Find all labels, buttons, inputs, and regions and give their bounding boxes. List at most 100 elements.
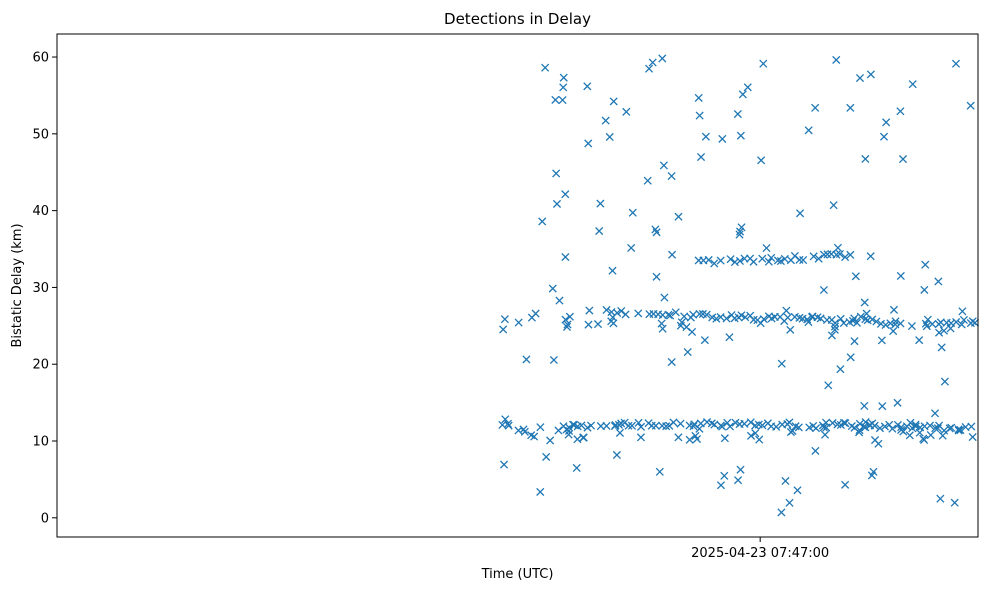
detection-point xyxy=(866,70,875,79)
detection-point xyxy=(735,230,744,239)
detection-point xyxy=(880,422,889,431)
y-tick-label: 40 xyxy=(32,204,49,219)
detection-point xyxy=(832,55,841,64)
detection-point xyxy=(888,424,897,433)
detection-point xyxy=(501,415,510,424)
detection-point xyxy=(674,433,683,442)
detection-point xyxy=(514,318,523,327)
detection-point xyxy=(734,313,743,322)
detection-point xyxy=(820,430,830,439)
detection-point xyxy=(933,424,942,433)
detection-point xyxy=(920,435,929,444)
detection-point xyxy=(648,58,657,67)
detection-point xyxy=(911,420,920,429)
y-tick-label: 60 xyxy=(32,51,49,66)
detection-point xyxy=(561,252,570,262)
detection-point xyxy=(683,348,692,357)
detection-point xyxy=(875,424,885,433)
detection-point xyxy=(627,421,637,430)
plot-frame xyxy=(56,33,979,538)
detection-point xyxy=(538,217,547,226)
detection-point xyxy=(861,154,870,164)
detection-point xyxy=(908,80,917,89)
detection-point xyxy=(531,309,540,318)
detection-point xyxy=(889,305,899,314)
detection-point xyxy=(691,431,700,440)
detection-point xyxy=(702,310,711,319)
detection-point xyxy=(785,418,794,427)
y-tick-label: 0 xyxy=(41,511,49,526)
detection-point xyxy=(704,255,713,265)
detection-point xyxy=(782,306,791,315)
detection-point xyxy=(816,314,825,323)
detection-point xyxy=(549,355,558,365)
detection-point xyxy=(851,272,860,281)
detection-point xyxy=(608,266,617,275)
detection-point xyxy=(735,256,744,266)
detection-point xyxy=(831,318,840,328)
detection-point xyxy=(882,118,891,127)
detection-point xyxy=(695,424,704,433)
detection-point xyxy=(835,249,844,259)
detection-point xyxy=(563,320,572,329)
detection-point xyxy=(773,256,782,265)
detection-point xyxy=(652,272,661,281)
detection-point xyxy=(786,325,795,334)
detection-point xyxy=(559,73,568,82)
detection-point xyxy=(586,421,596,430)
detection-point xyxy=(710,420,719,429)
detection-point xyxy=(836,365,845,374)
detection-point xyxy=(954,425,963,434)
detection-point xyxy=(687,327,697,336)
detection-point xyxy=(939,326,948,335)
detection-point xyxy=(561,190,570,199)
detection-point xyxy=(846,353,855,362)
detection-point xyxy=(881,320,890,329)
detection-point xyxy=(718,134,727,143)
detection-point xyxy=(605,132,614,142)
x-axis-title: Time (UTC) xyxy=(481,567,554,582)
detection-point xyxy=(702,418,712,427)
detection-point xyxy=(710,259,719,268)
detection-point xyxy=(856,312,865,321)
detection-point xyxy=(889,327,898,336)
detection-point xyxy=(536,487,545,496)
detection-point xyxy=(855,419,864,428)
detection-point xyxy=(829,201,838,210)
detection-point xyxy=(762,244,771,253)
detection-point xyxy=(602,305,611,315)
detection-point xyxy=(830,322,840,331)
detection-point xyxy=(579,433,588,442)
detection-point xyxy=(657,319,666,328)
detection-point xyxy=(846,250,855,259)
detection-point xyxy=(950,498,959,507)
detection-point xyxy=(734,476,743,485)
detection-point xyxy=(877,336,886,345)
detection-point xyxy=(776,257,785,266)
detection-point xyxy=(669,418,678,427)
detection-point xyxy=(636,433,645,442)
detection-point xyxy=(720,434,729,443)
detection-point xyxy=(959,315,968,324)
detection-point xyxy=(554,426,563,435)
detection-point xyxy=(741,313,750,322)
detection-point xyxy=(689,422,698,431)
detection-point xyxy=(504,421,513,430)
detection-point xyxy=(662,422,671,431)
detection-point xyxy=(891,320,900,329)
detection-point xyxy=(522,355,531,364)
detection-point xyxy=(541,63,550,72)
detection-point xyxy=(896,107,905,116)
detection-point xyxy=(876,319,886,328)
detection-point xyxy=(558,95,567,105)
detection-point xyxy=(585,306,594,315)
detection-point xyxy=(804,126,813,135)
detection-point xyxy=(855,426,864,435)
detection-point xyxy=(850,337,859,346)
detection-point xyxy=(926,430,935,440)
detection-point xyxy=(647,421,656,430)
detection-point xyxy=(861,418,870,427)
detection-point xyxy=(628,208,637,217)
detection-point xyxy=(701,132,710,141)
